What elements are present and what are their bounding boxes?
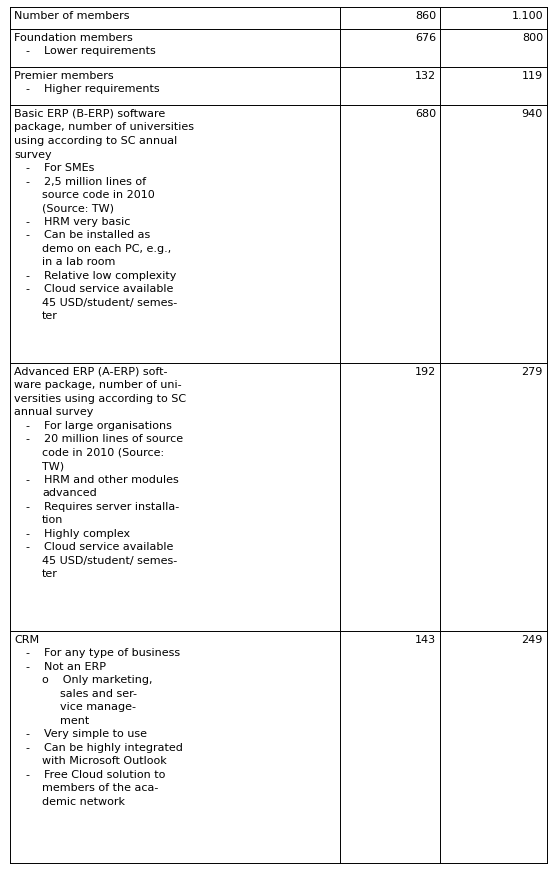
Text: -    20 million lines of source: - 20 million lines of source [26, 434, 183, 444]
Text: demic network: demic network [42, 796, 125, 806]
Text: -    Can be highly integrated: - Can be highly integrated [26, 742, 183, 753]
Text: in a lab room: in a lab room [42, 257, 115, 267]
Text: 45 USD/student/ semes-: 45 USD/student/ semes- [42, 298, 177, 308]
Text: -    HRM and other modules: - HRM and other modules [26, 474, 179, 484]
Text: 132: 132 [415, 71, 436, 81]
Text: survey: survey [14, 149, 52, 159]
Text: ter: ter [42, 569, 58, 579]
Text: -    HRM very basic: - HRM very basic [26, 216, 130, 227]
Text: package, number of universities: package, number of universities [14, 123, 194, 132]
Text: 800: 800 [522, 33, 543, 43]
Text: with Microsoft Outlook: with Microsoft Outlook [42, 756, 167, 766]
Text: versities using according to SC: versities using according to SC [14, 394, 186, 403]
Text: 860: 860 [415, 11, 436, 21]
Text: Advanced ERP (A-ERP) soft-: Advanced ERP (A-ERP) soft- [14, 367, 168, 376]
Text: source code in 2010: source code in 2010 [42, 189, 155, 200]
Text: using according to SC annual: using according to SC annual [14, 136, 177, 146]
Text: ment: ment [60, 715, 89, 725]
Text: -    Relative low complexity: - Relative low complexity [26, 270, 177, 281]
Text: annual survey: annual survey [14, 407, 94, 417]
Text: Basic ERP (B-ERP) software: Basic ERP (B-ERP) software [14, 109, 165, 119]
Text: 676: 676 [415, 33, 436, 43]
Text: ware package, number of uni-: ware package, number of uni- [14, 380, 182, 390]
Text: -    Free Cloud solution to: - Free Cloud solution to [26, 769, 165, 779]
Text: -    Highly complex: - Highly complex [26, 528, 130, 539]
Text: 249: 249 [521, 634, 543, 644]
Text: Premier members: Premier members [14, 71, 114, 81]
Text: 119: 119 [522, 71, 543, 81]
Text: -    2,5 million lines of: - 2,5 million lines of [26, 176, 146, 186]
Text: Foundation members: Foundation members [14, 33, 133, 43]
Text: -    Very simple to use: - Very simple to use [26, 729, 147, 739]
Text: -    Requires server installa-: - Requires server installa- [26, 501, 179, 512]
Text: ter: ter [42, 311, 58, 322]
Text: 45 USD/student/ semes-: 45 USD/student/ semes- [42, 555, 177, 566]
Text: -    For any type of business: - For any type of business [26, 647, 180, 658]
Text: 1.100: 1.100 [511, 11, 543, 21]
Text: -    Higher requirements: - Higher requirements [26, 84, 160, 95]
Text: sales and ser-: sales and ser- [60, 688, 137, 698]
Text: (Source: TW): (Source: TW) [42, 203, 114, 213]
Text: members of the aca-: members of the aca- [42, 783, 158, 793]
Text: 940: 940 [522, 109, 543, 119]
Text: TW): TW) [42, 461, 64, 471]
Text: -    For SMEs: - For SMEs [26, 163, 94, 173]
Text: -    For large organisations: - For large organisations [26, 421, 172, 430]
Text: -    Lower requirements: - Lower requirements [26, 46, 156, 56]
Text: CRM: CRM [14, 634, 39, 644]
Text: vice manage-: vice manage- [60, 701, 136, 712]
Text: code in 2010 (Source:: code in 2010 (Source: [42, 448, 164, 457]
Text: 192: 192 [415, 367, 436, 376]
Text: -    Cloud service available: - Cloud service available [26, 284, 173, 295]
Text: -    Can be installed as: - Can be installed as [26, 230, 150, 240]
Text: 143: 143 [415, 634, 436, 644]
Text: -    Cloud service available: - Cloud service available [26, 542, 173, 552]
Text: advanced: advanced [42, 488, 97, 498]
Text: Number of members: Number of members [14, 11, 129, 21]
Text: o    Only marketing,: o Only marketing, [42, 674, 153, 685]
Text: tion: tion [42, 515, 63, 525]
Text: 279: 279 [521, 367, 543, 376]
Text: demo on each PC, e.g.,: demo on each PC, e.g., [42, 243, 171, 254]
Text: -    Not an ERP: - Not an ERP [26, 661, 106, 671]
Text: 680: 680 [415, 109, 436, 119]
